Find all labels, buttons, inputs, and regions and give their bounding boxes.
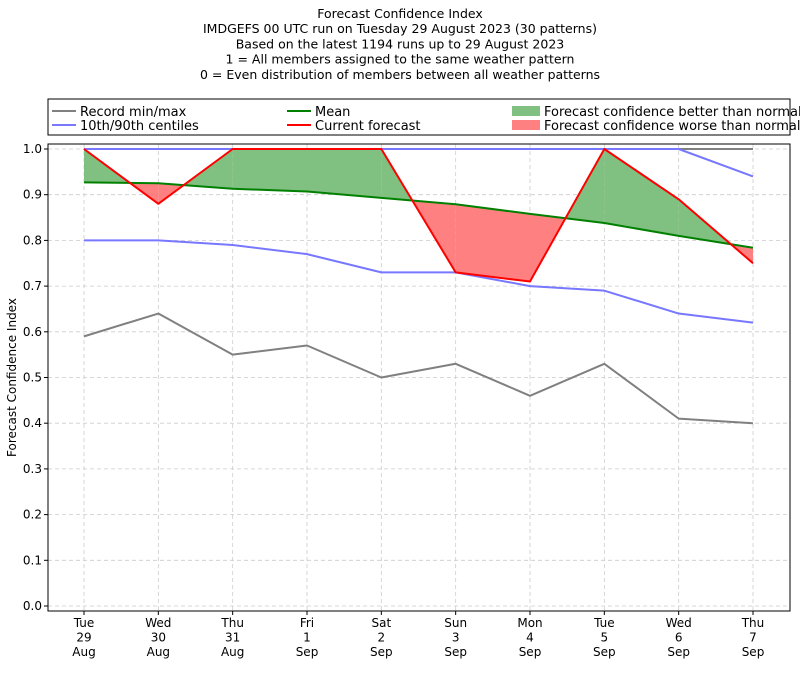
legend-swatch-patch [512,120,540,130]
y-tick-label: 0.6 [23,325,42,339]
legend-label: Forecast confidence worse than normal [544,119,800,134]
plot-frame [47,143,791,612]
series-line-10th-90th-centiles-10th [84,239,754,324]
x-tick-label: Thu [220,616,244,630]
y-tick-label: 0.8 [23,233,42,247]
fill-better-than-normal [307,149,382,198]
x-tick-label: 2 [378,631,386,645]
y-tick-label: 0.5 [23,371,42,385]
x-tick-label: Thu [741,616,765,630]
x-tick-label: 3 [452,631,460,645]
x-tick-label: Wed [666,616,692,630]
legend-swatch-patch [512,106,540,116]
legend-label: Forecast confidence better than normal [544,105,800,120]
y-tick-label: 0.4 [23,416,42,430]
series-line-current-forecast [83,148,754,283]
x-tick-label: Aug [72,645,95,659]
y-tick-label: 0.9 [23,188,42,202]
legend-label: Record min/max [80,105,187,120]
y-axis-label: Forecast Confidence Index [5,298,19,457]
x-tick-label: Aug [147,645,170,659]
x-tick-label: Sep [742,645,765,659]
y-tick-label: 0.3 [23,462,42,476]
x-tick-label: Sep [667,645,690,659]
x-tick-label: Sep [519,645,542,659]
title-line: IMDGEFS 00 UTC run on Tuesday 29 August … [203,21,597,36]
y-tick-label: 0.1 [23,553,42,567]
axes: 0.00.10.20.30.40.50.60.70.80.91.0Tue29Au… [5,142,791,659]
x-tick-label: 5 [601,631,609,645]
x-tick-label: Sep [593,645,616,659]
legend-label: 10th/90th centiles [80,119,199,134]
x-tick-label: Sun [444,616,467,630]
grid [48,144,790,611]
confidence-fills [84,149,753,282]
x-tick-label: 7 [749,631,757,645]
x-tick-label: Sat [371,616,391,630]
x-tick-label: Wed [145,616,171,630]
x-tick-label: 29 [76,631,91,645]
legend-label: Current forecast [315,119,421,134]
x-tick-label: 30 [151,631,166,645]
x-tick-label: Tue [593,616,615,630]
x-tick-label: 4 [526,631,534,645]
y-tick-label: 0.0 [23,599,42,613]
x-tick-label: Tue [73,616,95,630]
x-tick-label: Sep [296,645,319,659]
series-line-record-min-max-min [83,312,754,425]
title-line: Forecast Confidence Index [317,6,483,21]
series-line-mean [83,181,754,249]
x-tick-label: Sep [370,645,393,659]
fill-better-than-normal [604,149,679,236]
y-tick-label: 1.0 [23,142,42,156]
legend-box [47,98,791,136]
series-lines [83,148,754,425]
x-tick-label: Sep [444,645,467,659]
title-line: 0 = Even distribution of members between… [200,67,600,82]
title-line: 1 = All members assigned to the same wea… [226,52,575,67]
x-tick-label: Aug [221,645,244,659]
x-tick-label: Mon [517,616,542,630]
x-tick-label: 6 [675,631,683,645]
legend-label: Mean [315,105,350,120]
series-line-10th-90th-centiles-90th [84,148,754,178]
legend: Record min/max Mean Forecast confidence be… [47,98,800,136]
y-tick-label: 0.7 [23,279,42,293]
fill-better-than-normal [232,149,307,192]
x-tick-label: 31 [225,631,240,645]
x-tick-label: Fri [300,616,314,630]
x-tick-label: 1 [303,631,311,645]
fill-worse-than-normal [455,204,530,282]
title-line: Based on the latest 1194 runs up to 29 A… [236,36,565,51]
y-tick-label: 0.2 [23,508,42,522]
